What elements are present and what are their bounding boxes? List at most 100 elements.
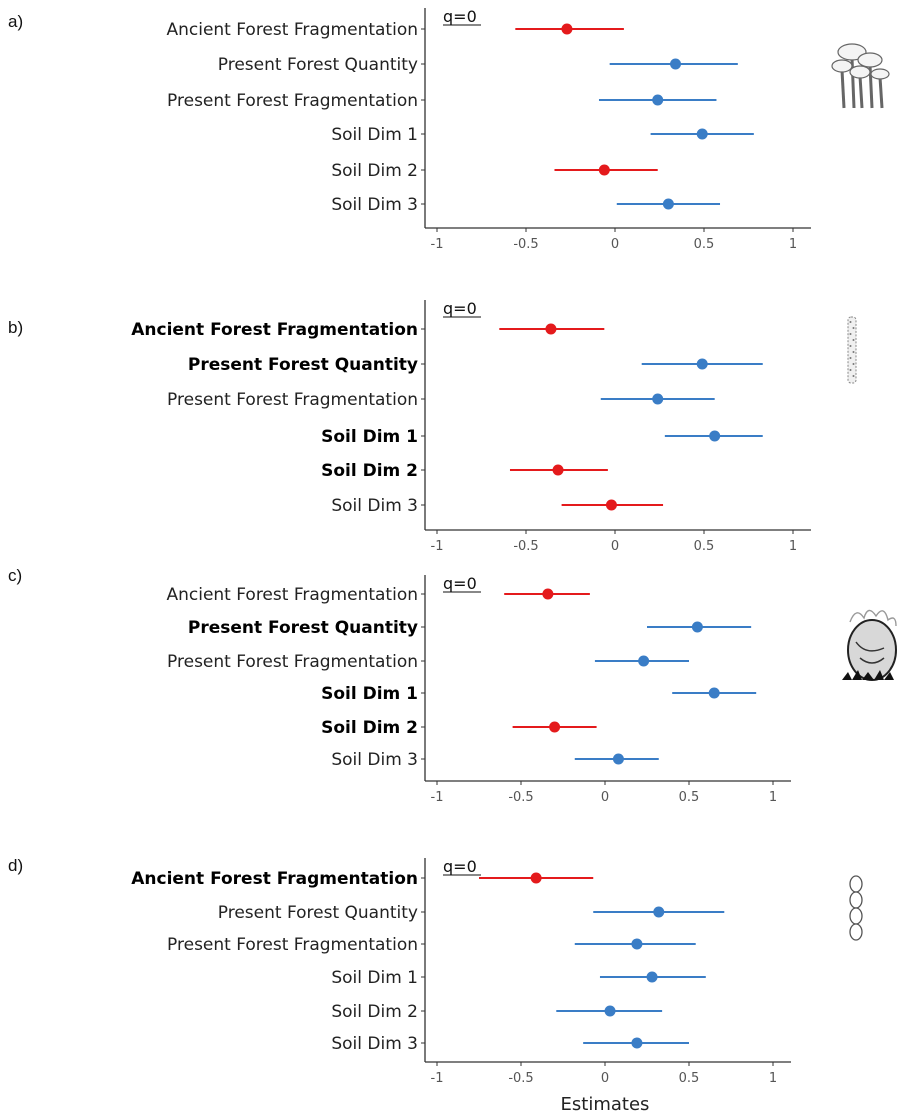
x-tick-label: 0.5 <box>694 539 715 554</box>
x-tick-label: -0.5 <box>508 1071 533 1086</box>
x-tick-label: 0.5 <box>694 237 715 252</box>
estimate-point <box>631 1037 643 1049</box>
x-tick-label: -1 <box>431 790 444 805</box>
y-tick-label: Soil Dim 2 <box>321 461 418 481</box>
x-tick-label: -0.5 <box>513 539 538 554</box>
y-tick-label: Soil Dim 2 <box>321 718 418 738</box>
y-tick-label: Present Forest Quantity <box>188 618 418 638</box>
y-tick-label: Soil Dim 1 <box>321 427 418 447</box>
lichen-dot <box>852 363 855 365</box>
puffball-body <box>847 619 897 681</box>
mushroom-cluster-icon <box>831 43 890 109</box>
mushroom-cap <box>857 52 883 68</box>
x-tick-label: -0.5 <box>508 790 533 805</box>
estimate-point <box>662 198 674 210</box>
y-tick-label: Soil Dim 3 <box>331 195 418 215</box>
y-tick-label: Soil Dim 3 <box>331 1034 418 1054</box>
estimate-point <box>709 430 721 442</box>
spore-cell <box>849 923 863 941</box>
puffball-spores <box>849 609 897 627</box>
estimate-point <box>561 23 573 35</box>
x-axis-title: Estimates <box>561 1094 650 1115</box>
estimate-point <box>652 94 664 106</box>
spore-cell <box>849 875 863 893</box>
lichen-dot <box>849 333 852 335</box>
y-tick-label: Present Forest Quantity <box>188 355 418 375</box>
estimate-point <box>612 753 624 765</box>
x-tick-label: 1 <box>769 1071 777 1086</box>
puffball-fungus-icon <box>842 609 897 681</box>
panel-label-a: a) <box>8 12 24 31</box>
x-tick-label: 1 <box>789 237 797 252</box>
estimate-point <box>653 906 665 918</box>
estimate-point <box>542 588 554 600</box>
y-tick-label: Present Forest Fragmentation <box>167 91 418 111</box>
estimate-point <box>638 655 650 667</box>
x-tick-label: 0 <box>611 539 619 554</box>
x-tick-label: -0.5 <box>513 237 538 252</box>
estimate-point <box>552 464 564 476</box>
panel-label-c: c) <box>8 566 23 585</box>
lichen-dot <box>852 339 855 341</box>
y-tick-label: Present Forest Fragmentation <box>167 390 418 410</box>
forest-plot-panel-d: -1 -0.5 0 0.5 1 q=0 Ancient Forest Fragmentati… <box>131 857 863 1115</box>
y-tick-label: Present Forest Fragmentation <box>167 652 418 672</box>
q-annotation: q=0 <box>443 7 477 26</box>
panel-label-d: d) <box>8 856 24 875</box>
lichen-dot <box>852 375 855 377</box>
y-tick-label: Soil Dim 3 <box>331 496 418 516</box>
y-tick-label: Soil Dim 1 <box>331 968 418 988</box>
y-tick-label: Soil Dim 3 <box>331 750 418 770</box>
forest-plot-panel-a: -1 -0.5 0 0.5 1 q=0 Ancient Forest Fragmentati… <box>166 7 890 252</box>
estimate-point <box>696 128 708 140</box>
spore-cell <box>849 891 863 909</box>
mushroom-stem <box>840 69 846 109</box>
forest-plot-panel-c: -1 -0.5 0 0.5 1 q=0 Ancient Forest Fragmentati… <box>166 574 897 805</box>
y-tick-label: Ancient Forest Fragmentation <box>131 869 418 889</box>
y-tick-label: Soil Dim 2 <box>331 1002 418 1022</box>
y-tick-label: Soil Dim 1 <box>331 125 418 145</box>
x-tick-label: 1 <box>789 539 797 554</box>
spore-cell <box>849 907 863 925</box>
estimate-point <box>670 58 682 70</box>
lichen-dot <box>849 345 852 347</box>
estimate-point <box>530 872 542 884</box>
mushroom-cap <box>831 59 853 73</box>
lichen-dot <box>849 321 852 323</box>
panel-label-b: b) <box>8 318 24 337</box>
mushroom-cap <box>870 68 890 80</box>
y-tick-label: Present Forest Quantity <box>218 55 418 75</box>
y-tick-label: Present Forest Fragmentation <box>167 935 418 955</box>
x-tick-label: 0.5 <box>679 790 700 805</box>
mushroom-stem <box>858 75 864 109</box>
forest-plot-panel-b: -1 -0.5 0 0.5 1 q=0 Ancient Forest Fragmentati… <box>131 299 857 554</box>
x-tick-label: 0.5 <box>679 1071 700 1086</box>
q-annotation: q=0 <box>443 299 477 318</box>
mushroom-cap <box>849 65 871 79</box>
puffball-grass <box>842 670 894 680</box>
x-tick-label: 0 <box>601 790 609 805</box>
q-annotation: q=0 <box>443 857 477 876</box>
lichen-body <box>847 316 857 384</box>
estimate-point <box>604 1005 616 1017</box>
estimate-point <box>646 971 658 983</box>
x-tick-label: 0 <box>611 237 619 252</box>
x-tick-label: 0 <box>601 1071 609 1086</box>
spore-chain-icon <box>849 875 863 941</box>
x-tick-label: 1 <box>769 790 777 805</box>
estimate-point <box>708 687 720 699</box>
estimate-point <box>545 323 557 335</box>
lichen-strip-icon <box>847 316 857 384</box>
estimate-point <box>598 164 610 176</box>
y-tick-label: Ancient Forest Fragmentation <box>131 320 418 340</box>
estimate-point <box>696 358 708 370</box>
q-annotation: q=0 <box>443 574 477 593</box>
y-tick-label: Ancient Forest Fragmentation <box>166 585 418 605</box>
y-tick-label: Ancient Forest Fragmentation <box>166 20 418 40</box>
mushroom-stem <box>878 76 884 109</box>
y-tick-label: Soil Dim 2 <box>331 161 418 181</box>
x-tick-label: -1 <box>431 237 444 252</box>
estimate-point <box>549 721 561 733</box>
